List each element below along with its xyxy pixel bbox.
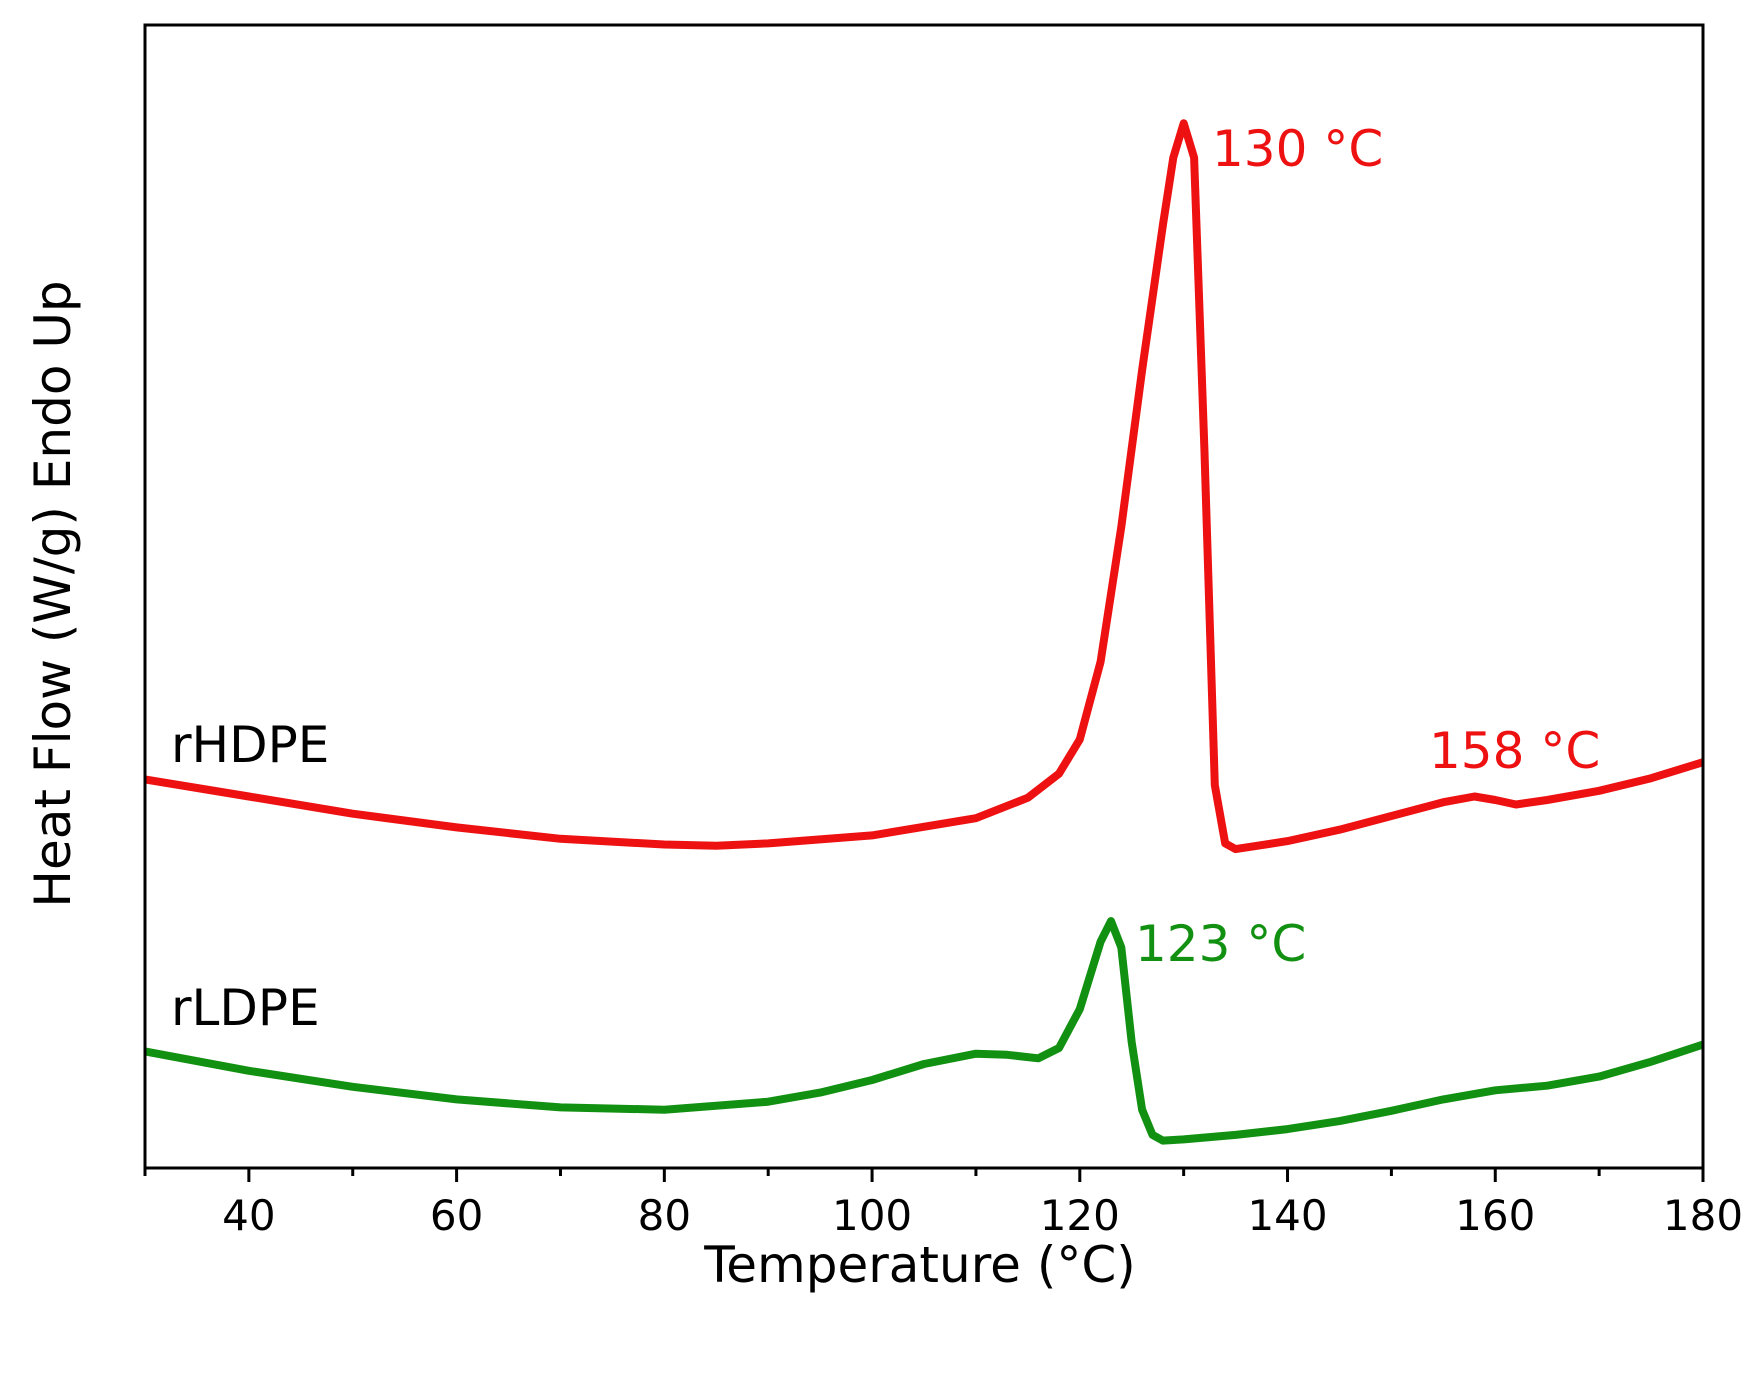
series-label: rLDPE bbox=[171, 979, 320, 1037]
x-tick-label: 120 bbox=[1040, 1191, 1120, 1240]
line-series bbox=[145, 917, 1703, 1145]
plot-frame bbox=[143, 23, 1705, 1170]
x-tick-label: 140 bbox=[1247, 1191, 1327, 1240]
x-tick-label: 100 bbox=[832, 1191, 912, 1240]
x-tick-label: 160 bbox=[1455, 1191, 1535, 1240]
x-axis-title: Temperature (°C) bbox=[703, 1236, 1136, 1294]
annotation: 130 °C bbox=[1212, 120, 1383, 178]
x-tick-label: 80 bbox=[638, 1191, 691, 1240]
annotation: 123 °C bbox=[1135, 915, 1306, 973]
y-axis-title: Heat Flow (W/g) Endo Up bbox=[24, 280, 82, 907]
annotation: 158 °C bbox=[1429, 722, 1600, 780]
line-series bbox=[145, 119, 1703, 854]
x-tick-label: 60 bbox=[430, 1191, 483, 1240]
x-tick-label: 180 bbox=[1663, 1191, 1743, 1240]
x-tick-label: 40 bbox=[222, 1191, 275, 1240]
series-label: rHDPE bbox=[171, 716, 329, 774]
